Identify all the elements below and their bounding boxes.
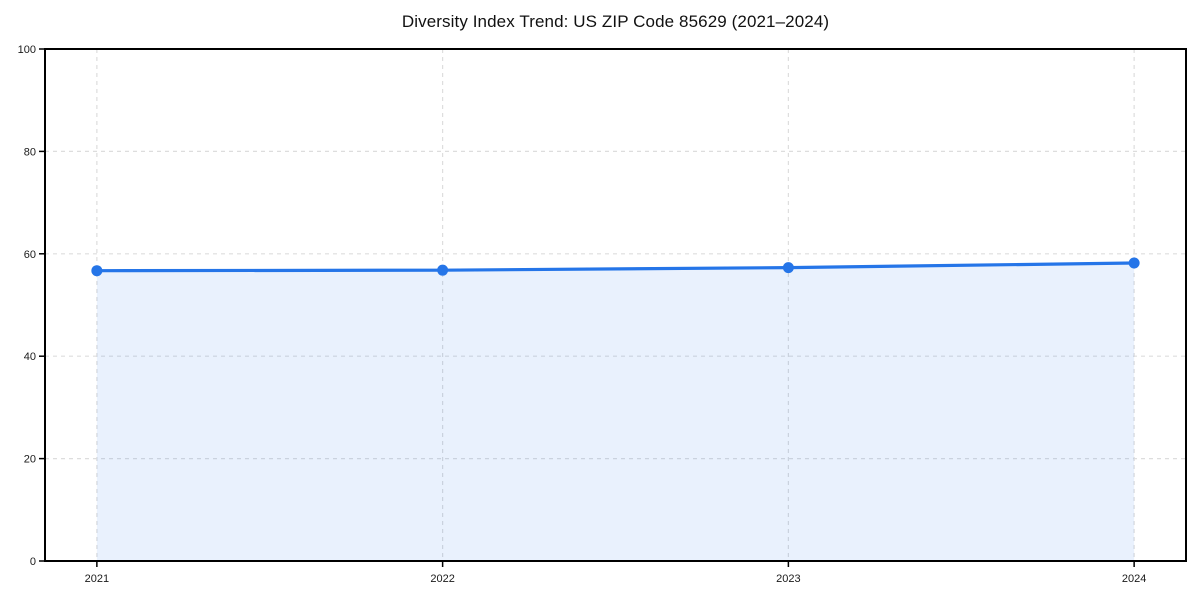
- trend-line: [95, 261, 1136, 273]
- y-tick-label-100: 100: [18, 44, 36, 56]
- x-tick-label-2022: 2022: [430, 573, 454, 585]
- area-fill: [96, 263, 1135, 561]
- y-tick-label-60: 60: [24, 249, 36, 261]
- x-tick-label-2023: 2023: [776, 573, 800, 585]
- chart-title: Diversity Index Trend: US ZIP Code 85629…: [401, 12, 830, 31]
- data-point-2022: [437, 264, 449, 276]
- y-tick-label-80: 80: [24, 146, 36, 158]
- data-point-2023: [782, 262, 794, 274]
- y-tick-label-0: 0: [30, 556, 36, 568]
- y-tick-label-20: 20: [24, 454, 36, 466]
- data-point-2024: [1128, 257, 1140, 269]
- y-tick-label-40: 40: [24, 351, 36, 363]
- plot-border: [44, 48, 1187, 562]
- x-tick-label-2024: 2024: [1122, 573, 1146, 585]
- x-tick-label-2021: 2021: [85, 573, 109, 585]
- data-point-2021: [91, 265, 103, 277]
